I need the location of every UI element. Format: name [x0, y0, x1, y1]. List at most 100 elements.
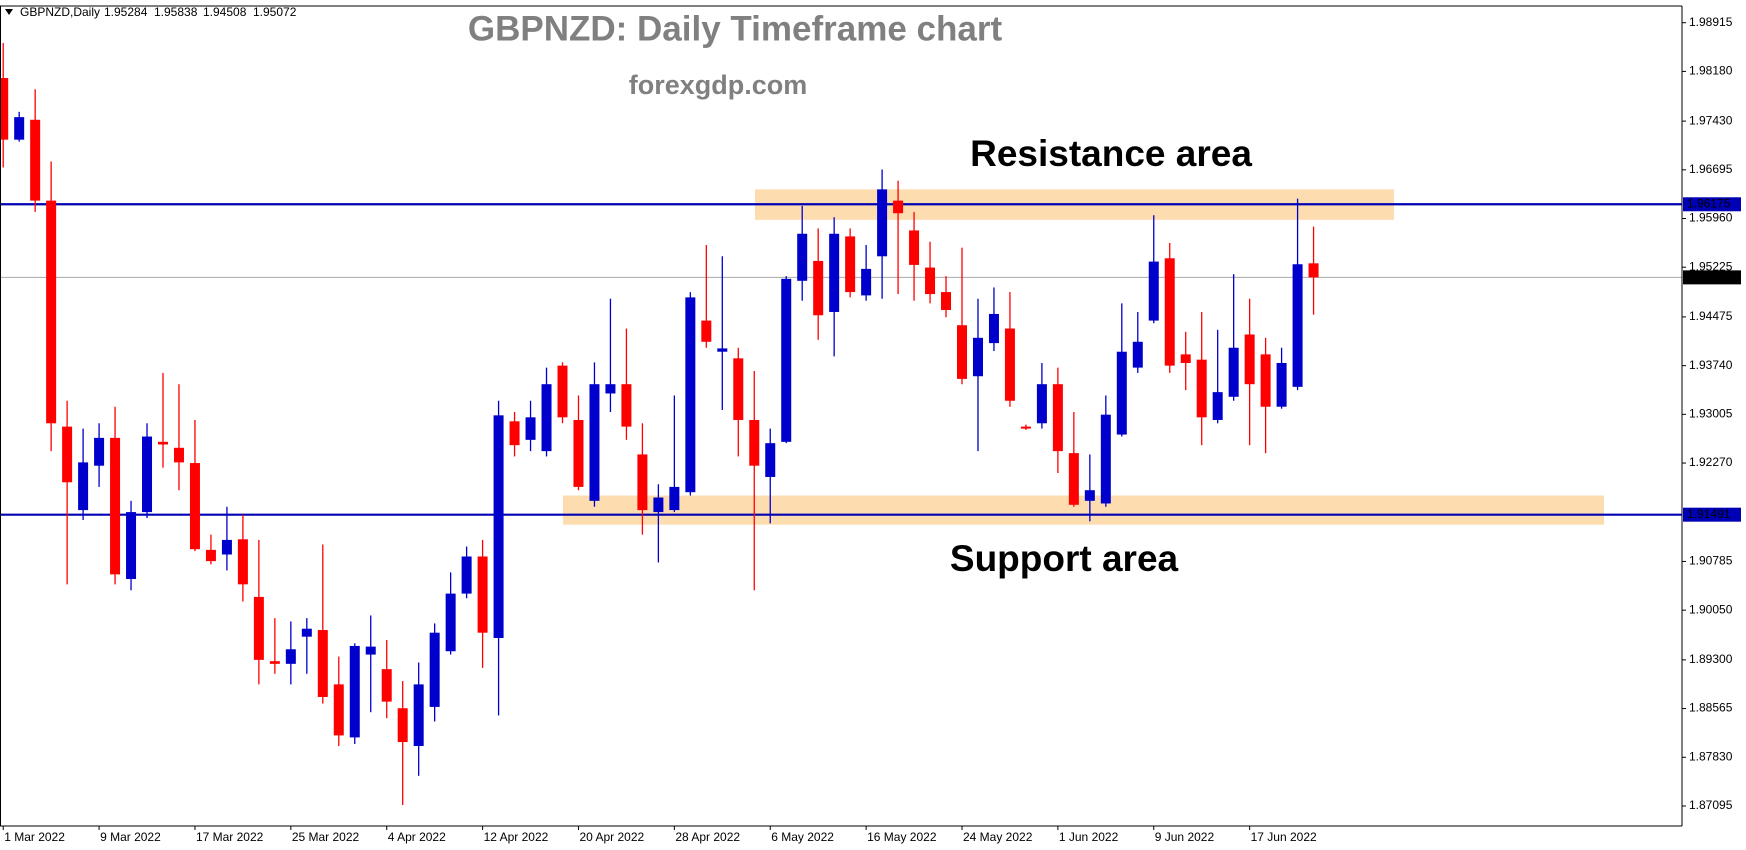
- candle-body: [941, 292, 952, 310]
- candle-body: [1068, 453, 1079, 505]
- candle-body: [1164, 258, 1175, 366]
- candle-body: [221, 539, 232, 555]
- candle-body: [653, 497, 664, 513]
- y-tick-label: 1.87830: [1689, 749, 1733, 763]
- candle-body: [669, 486, 680, 511]
- header-low: 1.94508: [203, 5, 247, 19]
- zone-label: Support area: [950, 538, 1179, 579]
- candle-body: [46, 200, 57, 424]
- y-tick-label: 1.95960: [1689, 211, 1733, 225]
- candle-body: [1308, 263, 1319, 278]
- x-tick-label: 12 Apr 2022: [484, 830, 549, 844]
- header-arrow: [5, 9, 13, 15]
- candle-body: [1020, 426, 1031, 429]
- x-tick-label: 6 May 2022: [771, 830, 834, 844]
- candle-body: [94, 437, 105, 466]
- price-label: 1.96175: [1687, 196, 1731, 210]
- x-tick-label: 17 Mar 2022: [196, 830, 264, 844]
- candle-body: [397, 708, 408, 743]
- candle-body: [797, 233, 808, 281]
- candle-body: [877, 189, 888, 257]
- y-tick-label: 1.96695: [1689, 162, 1733, 176]
- candle-body: [972, 337, 983, 377]
- candle-body: [30, 119, 41, 201]
- candle-body: [253, 596, 264, 660]
- candle-body: [957, 325, 967, 379]
- candle-body: [381, 669, 392, 702]
- candle-body: [1052, 384, 1063, 452]
- header-close: 1.95072: [253, 5, 297, 19]
- candle-body: [925, 267, 936, 295]
- candle-body: [142, 436, 153, 513]
- x-tick-label: 24 May 2022: [963, 830, 1033, 844]
- header-high: 1.95838: [154, 5, 198, 19]
- candle-body: [269, 661, 280, 664]
- candle-body: [493, 415, 504, 638]
- candle-body: [765, 443, 776, 477]
- candle-body: [1100, 414, 1111, 504]
- candle-body: [1212, 392, 1223, 420]
- price-label: 1.91491: [1687, 507, 1731, 521]
- candle-body: [1180, 354, 1191, 363]
- x-tick-label: 1 Jun 2022: [1059, 830, 1119, 844]
- candle-body: [861, 268, 872, 296]
- candle-body: [413, 684, 424, 747]
- x-tick-label: 17 Jun 2022: [1251, 830, 1317, 844]
- candle-body: [1196, 359, 1207, 418]
- y-tick-label: 1.95225: [1689, 259, 1733, 273]
- candle-body: [78, 462, 89, 511]
- candle-body: [237, 539, 248, 585]
- candle-body: [909, 230, 920, 265]
- chart-subtitle: forexgdp.com: [629, 70, 808, 100]
- candle-body: [189, 463, 200, 550]
- candle-body: [429, 632, 440, 707]
- candle-body: [701, 320, 712, 342]
- candle-body: [461, 556, 472, 594]
- price-label-box: [1683, 507, 1741, 522]
- candle-body: [445, 593, 456, 652]
- chart-title: GBPNZD: Daily Timeframe chart: [468, 9, 1003, 48]
- candle-body: [1132, 341, 1143, 368]
- candle-body: [126, 512, 137, 580]
- candle-body: [1148, 261, 1159, 321]
- x-tick-label: 9 Mar 2022: [100, 830, 161, 844]
- y-tick-label: 1.94475: [1689, 309, 1733, 323]
- candle-body: [285, 649, 296, 664]
- candle-body: [110, 437, 121, 575]
- price-label-box: [1683, 270, 1741, 285]
- y-tick-label: 1.89300: [1689, 652, 1733, 666]
- candle-body: [685, 297, 696, 493]
- candle-body: [333, 684, 344, 736]
- candle-body: [1116, 351, 1127, 435]
- header-open: 1.95284: [104, 5, 148, 19]
- candle-body: [717, 348, 728, 352]
- y-tick-label: 1.97430: [1689, 113, 1733, 127]
- candle-body: [541, 384, 552, 452]
- candle-body: [605, 384, 616, 394]
- candle-body: [733, 358, 744, 420]
- candle-body: [637, 454, 648, 511]
- y-tick-label: 1.88565: [1689, 701, 1733, 715]
- y-tick-label: 1.93740: [1689, 358, 1733, 372]
- candle-body: [749, 419, 760, 466]
- x-tick-label: 20 Apr 2022: [579, 830, 644, 844]
- candle-body: [62, 426, 73, 483]
- candle-body: [781, 278, 792, 442]
- x-tick-label: 16 May 2022: [867, 830, 937, 844]
- candle-body: [1084, 490, 1095, 501]
- y-tick-label: 1.92270: [1689, 455, 1733, 469]
- candle-body: [509, 421, 520, 446]
- y-tick-label: 1.90050: [1689, 602, 1733, 616]
- candle-body: [813, 260, 824, 316]
- y-tick-label: 1.87095: [1689, 798, 1733, 812]
- x-tick-label: 4 Apr 2022: [388, 830, 446, 844]
- y-tick-label: 1.93005: [1689, 407, 1733, 421]
- x-tick-label: 9 Jun 2022: [1155, 830, 1215, 844]
- candle-body: [1004, 328, 1015, 401]
- candle-body: [173, 447, 184, 463]
- candle-body: [893, 200, 904, 214]
- price-label-box: [1683, 197, 1741, 212]
